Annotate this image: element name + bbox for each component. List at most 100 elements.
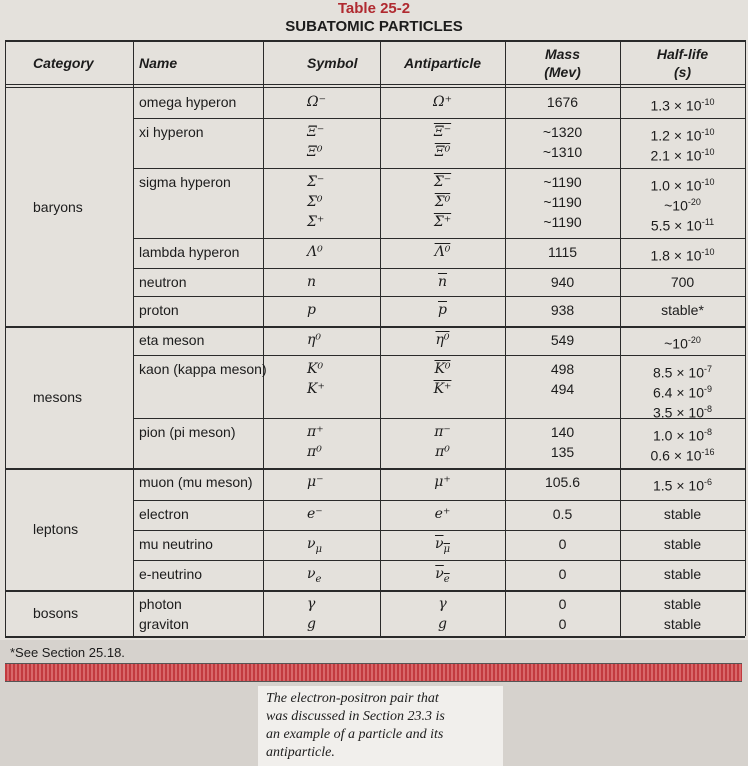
half-life: stable* [623,301,743,319]
symbol-text: e⁻ [307,506,323,522]
caption-line: The electron-positron pair that [266,691,439,706]
symbol-text: g [307,616,316,632]
caption-line: was discussed in Section 23.3 is [266,709,445,724]
mass: 1115 [547,244,578,260]
antiparticle: Ξ⁰ [383,143,503,161]
symbol-text: γ [307,596,316,612]
rule [133,118,745,119]
symbol-sub: e [315,573,322,585]
particle-name: neutron [139,274,187,290]
mass: ~1190 [543,214,582,230]
symbol: π⁰ [307,443,322,461]
table-sheet [0,0,748,640]
mass: 494 [550,381,575,397]
half-life: 1.5 × 10-6 [623,473,743,495]
column-header: Antiparticle [403,55,481,71]
rule [133,355,745,356]
symbol-text: Λ⁰ [307,244,323,260]
half-life: ~10-20 [623,331,743,353]
half-life-base: 8.5 × 10 [652,364,704,381]
antiparticle: Λ⁰ [383,243,503,261]
symbol: g [307,615,316,633]
rule [133,296,745,297]
symbol-sub: μ [315,543,323,555]
antiparticle: g [383,615,503,633]
antiparticle-text: Σ⁺ [433,214,452,230]
half-life: 700 [623,273,743,291]
column-header: Name [139,55,178,71]
rule [263,40,264,636]
antiparticle: νμ [383,535,503,559]
antiparticle: K⁰ [383,360,503,378]
symbol-text: η⁰ [307,332,321,348]
half-life: 1.0 × 10-8 [623,423,743,445]
half-life-base: stable [663,616,702,632]
symbol: Σ⁻ [307,173,324,191]
antiparticle: η⁰ [383,331,503,349]
particle-name: e-neutrino [139,566,203,582]
half-life: stable [623,615,743,633]
symbol-text: νμ [307,536,323,555]
symbol: γ [307,595,315,613]
symbol: π⁺ [307,423,324,441]
antiparticle-text: p [438,302,447,318]
caption-line: an example of a particle and its [266,727,444,742]
antiparticle-text: μ⁺ [434,474,451,490]
particle-name: eta meson [139,332,205,348]
antiparticle-text: K⁰ [434,361,451,377]
category: baryons [33,199,83,215]
antiparticle-text: Σ⁻ [433,174,452,190]
half-life-base: 1.2 × 10 [650,127,702,144]
particle-name: mu neutrino [139,536,213,552]
symbol-text: Ξ⁻ [307,124,325,140]
category: bosons [33,605,79,621]
symbol-text: K⁰ [307,361,324,377]
antiparticle-text: Λ⁰ [434,244,451,260]
half-life-base: 1.5 × 10 [652,477,704,494]
half-life-exp: -8 [703,427,712,437]
half-life: 5.5 × 10-11 [623,213,743,235]
mass: 0 [558,596,567,612]
antiparticle-text: Ξ⁰ [434,144,451,160]
half-life: 1.0 × 10-10 [623,173,743,195]
antiparticle-text: g [438,616,447,632]
mass: 0.5 [552,506,573,522]
antiparticle: π⁻ [383,423,503,441]
rule [5,636,745,638]
mass: 1676 [546,94,579,110]
antiparticle: n [383,273,503,291]
half-life-exp: -10 [701,177,715,187]
symbol-text: Σ⁻ [307,174,325,190]
symbol-text: Σ⁺ [307,214,325,230]
particle-name: pion (pi meson) [139,424,236,440]
antiparticle-sub: e [443,573,450,585]
antiparticle-text: π⁻ [434,424,451,440]
symbol-text: μ⁻ [307,474,324,490]
half-life: ~10-20 [623,193,743,215]
half-life: stable [623,505,743,523]
column-header: Mass [544,46,581,62]
symbol: Ξ⁻ [307,123,324,141]
rule [133,530,745,531]
antiparticle: γ [383,595,503,613]
half-life-exp: -10 [701,147,715,157]
antiparticle: K⁺ [383,380,503,398]
symbol-text: p [307,302,316,318]
rule [5,468,745,470]
rule [5,40,6,636]
divider-band [5,663,742,682]
half-life-exp: -20 [687,335,701,345]
mass: ~1320 [542,124,583,140]
half-life: stable [623,595,743,613]
antiparticle: Σ⁰ [383,193,503,211]
antiparticle-text: νμ [434,536,450,555]
symbol: K⁺ [307,380,325,398]
half-life-base: 1.3 × 10 [650,97,702,114]
symbol: Ξ⁰ [307,143,322,161]
rule [620,40,621,636]
caption-box: The electron-positron pair that was discu… [258,686,503,766]
half-life-base: 1.0 × 10 [650,177,702,194]
half-life-base: stable [663,596,702,612]
half-life: 1.3 × 10-10 [623,93,743,115]
mass: 498 [550,361,575,377]
